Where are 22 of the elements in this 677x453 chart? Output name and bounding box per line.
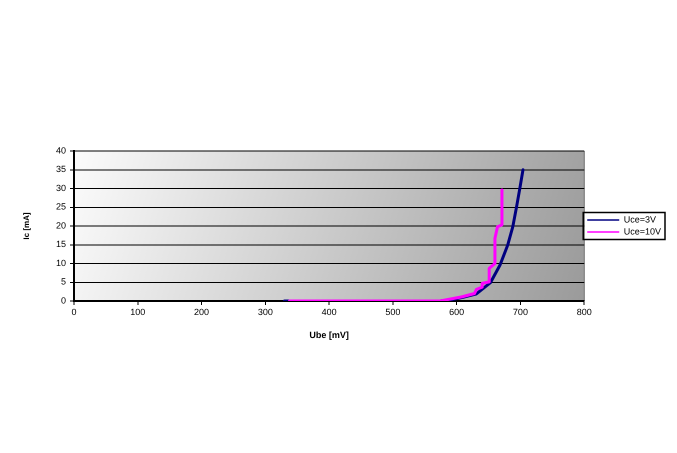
- x-tick-label: 300: [258, 306, 273, 317]
- x-tick-label: 700: [512, 306, 528, 317]
- y-axis-title: Ic [mA]: [22, 212, 32, 240]
- y-tick-label: 10: [56, 258, 66, 268]
- y-tick-label: 35: [56, 164, 66, 174]
- x-tick-label: 200: [194, 306, 210, 317]
- y-tick-label: 30: [56, 182, 66, 193]
- x-axis-title: Ube [mV]: [309, 330, 349, 340]
- x-tick-label: 100: [130, 306, 146, 317]
- x-tick-label: 800: [576, 306, 592, 317]
- y-tick-label: 15: [56, 239, 66, 250]
- legend-label: Uce=10V: [624, 226, 662, 236]
- x-tick-label: 0: [71, 306, 77, 317]
- y-tick-label: 25: [56, 202, 66, 212]
- y-tick-label: 40: [56, 145, 66, 156]
- x-tick-label: 500: [385, 306, 400, 317]
- x-tick-label: 400: [322, 306, 337, 317]
- y-tick-label: 20: [56, 220, 66, 230]
- y-tick-label: 5: [60, 276, 66, 287]
- x-tick-label: 600: [449, 306, 464, 317]
- legend-label: Uce=3V: [624, 214, 656, 224]
- y-tick-label: 0: [60, 295, 66, 306]
